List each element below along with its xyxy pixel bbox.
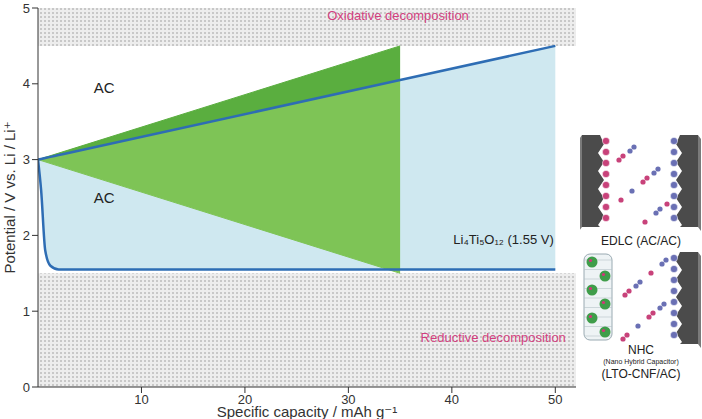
svg-text:NHC: NHC	[628, 343, 654, 357]
svg-text:5: 5	[23, 1, 30, 16]
svg-text:(Nano Hybrid Capacitor): (Nano Hybrid Capacitor)	[603, 358, 678, 366]
svg-text:Reductive decomposition: Reductive decomposition	[421, 330, 566, 345]
svg-text:AC: AC	[94, 189, 115, 206]
svg-text:Potential / V vs. Li / Li⁺: Potential / V vs. Li / Li⁺	[1, 121, 18, 273]
svg-text:10: 10	[134, 392, 148, 407]
svg-text:(LTO-CNF/AC): (LTO-CNF/AC)	[602, 367, 681, 381]
svg-text:Li₄Ti₅O₁₂ (1.55 V): Li₄Ti₅O₁₂ (1.55 V)	[453, 232, 553, 247]
svg-text:1: 1	[23, 304, 30, 319]
svg-text:50: 50	[548, 392, 562, 407]
svg-text:Specific capacity / mAh g⁻¹: Specific capacity / mAh g⁻¹	[217, 403, 397, 419]
svg-text:2: 2	[23, 228, 30, 243]
svg-text:40: 40	[445, 392, 459, 407]
svg-text:EDLC (AC/AC): EDLC (AC/AC)	[601, 234, 681, 248]
svg-text:30: 30	[341, 392, 356, 408]
svg-text:20: 20	[237, 392, 253, 408]
svg-text:Oxidative decomposition: Oxidative decomposition	[327, 8, 469, 23]
svg-text:3: 3	[23, 152, 30, 167]
svg-text:0: 0	[23, 380, 30, 395]
svg-text:AC: AC	[94, 79, 115, 96]
svg-text:4: 4	[23, 76, 30, 91]
